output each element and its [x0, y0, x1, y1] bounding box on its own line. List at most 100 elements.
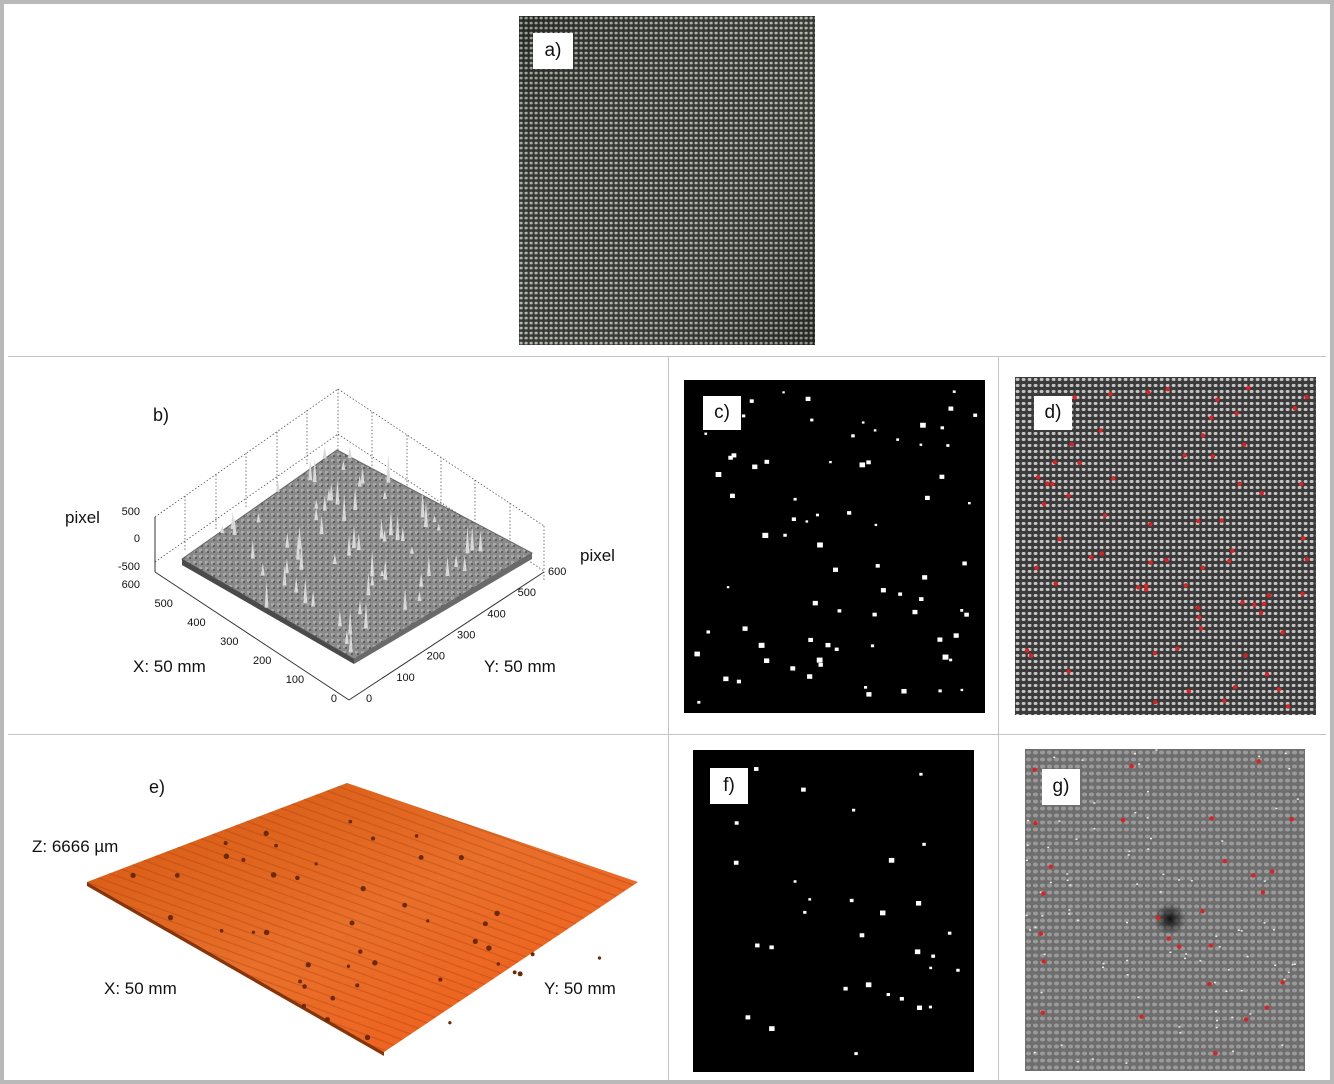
detected-blob	[764, 658, 770, 664]
z-tick-label: 500	[122, 506, 140, 518]
detected-blob	[801, 787, 806, 792]
detected-blob	[758, 642, 765, 648]
defect-marker	[1280, 980, 1285, 985]
z-tick-label: 0	[134, 533, 140, 545]
defect-marker	[1148, 522, 1153, 527]
detected-blob	[866, 692, 872, 697]
defect-marker	[1066, 493, 1071, 498]
y-tick-label: 300	[457, 630, 475, 642]
panel-f-label: f)	[710, 768, 748, 804]
x-tick-label: 200	[253, 655, 271, 667]
defect-marker	[1136, 585, 1141, 590]
detected-blob	[697, 700, 701, 704]
defect-marker	[1052, 459, 1058, 465]
detected-blob	[769, 945, 774, 950]
row-divider	[8, 356, 1326, 357]
defect-marker	[1270, 869, 1275, 874]
defect-marker	[1143, 583, 1149, 588]
detected-blob	[949, 658, 953, 662]
defect-marker	[1264, 1005, 1270, 1010]
detected-blob	[733, 860, 739, 865]
detected-blob	[865, 982, 872, 988]
detected-blob	[919, 597, 924, 602]
defect-marker	[1243, 1017, 1249, 1022]
defect-marker	[1195, 518, 1201, 524]
defect-marker	[1152, 650, 1157, 656]
detected-blob	[859, 933, 865, 938]
defect-marker	[1289, 816, 1295, 822]
panel-c-binary-image	[684, 380, 985, 713]
detected-blob	[736, 679, 742, 684]
defect-marker	[1210, 454, 1216, 459]
defect-marker	[1226, 558, 1232, 564]
defect-marker	[1111, 476, 1116, 481]
defect-marker	[1251, 873, 1256, 878]
panel-e-z-caption: Z: 6666 µm	[32, 837, 119, 856]
defect-marker	[1208, 943, 1214, 948]
defect-marker	[1260, 890, 1266, 895]
defect-marker	[1215, 397, 1220, 402]
defect-marker	[1266, 593, 1272, 598]
detected-blob	[852, 808, 856, 812]
defect-marker	[1301, 536, 1306, 541]
defect-marker	[1209, 415, 1214, 421]
detected-blob	[791, 517, 796, 522]
detected-blob	[919, 443, 923, 446]
detected-blob	[805, 520, 809, 523]
detected-blob	[880, 588, 886, 593]
defect-marker	[1102, 513, 1108, 518]
defect-marker	[1246, 385, 1251, 391]
detected-blob	[816, 657, 823, 663]
defect-marker	[1276, 687, 1282, 692]
detected-blob	[870, 644, 875, 648]
x-tick-label: 300	[220, 636, 238, 648]
defect-marker	[1176, 944, 1182, 949]
detected-blob	[829, 460, 832, 464]
detected-blob	[960, 609, 964, 612]
defect-marker	[1050, 481, 1055, 487]
detected-blob	[937, 637, 943, 642]
detected-blob	[726, 586, 730, 589]
defect-marker	[1129, 763, 1134, 769]
defect-marker	[1195, 605, 1201, 611]
defect-marker	[1041, 501, 1047, 507]
detected-blob	[859, 462, 866, 468]
detected-blob	[922, 575, 928, 580]
detected-blob	[849, 898, 854, 903]
detected-blob	[960, 688, 964, 692]
defect-marker	[1300, 591, 1305, 597]
detected-blob	[729, 493, 735, 498]
detected-blob	[962, 561, 967, 566]
defect-marker	[1175, 646, 1180, 651]
detected-blob	[745, 1015, 751, 1020]
defect-marker	[1066, 669, 1071, 674]
detected-blob	[741, 414, 746, 418]
detected-blob	[769, 1026, 775, 1032]
y-tick-label: 100	[396, 672, 414, 684]
detected-blob	[752, 464, 758, 470]
defect-marker	[1304, 557, 1310, 562]
defect-marker	[1045, 481, 1050, 486]
detected-blob	[952, 390, 956, 393]
defect-marker	[1099, 551, 1105, 556]
defect-marker	[1264, 672, 1270, 677]
defect-marker	[1261, 601, 1267, 607]
detected-blob	[843, 986, 848, 991]
defect-marker	[1200, 433, 1206, 438]
detected-blob	[914, 949, 921, 955]
panel-b-label: b)	[153, 405, 170, 425]
surface-peaks	[220, 446, 483, 653]
panel-c-label: c)	[703, 396, 741, 430]
panel-a-label: a)	[533, 33, 573, 69]
defect-marker	[1139, 1014, 1144, 1019]
detected-blob	[886, 993, 891, 997]
defect-marker	[1240, 600, 1245, 605]
detected-blob	[940, 426, 945, 430]
detected-blob	[873, 429, 877, 432]
defect-marker	[1285, 704, 1291, 709]
detected-blob	[825, 642, 831, 648]
detected-blob	[938, 689, 942, 693]
detected-blob	[866, 460, 871, 465]
x-tick-label: 100	[286, 674, 304, 686]
detected-blob	[833, 567, 838, 572]
